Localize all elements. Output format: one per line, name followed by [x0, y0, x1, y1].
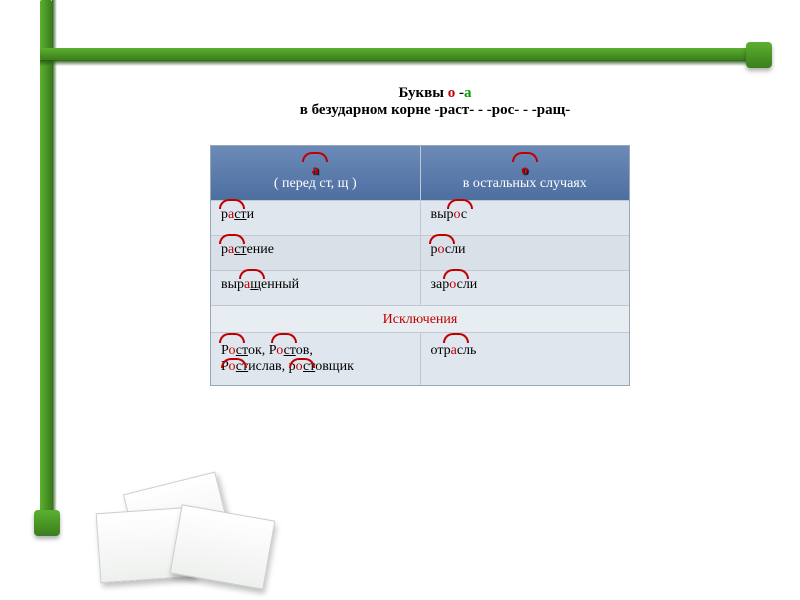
word-vowel: о	[276, 343, 283, 358]
table-header-row: а ( перед ст, щ ) о в остальных случаях	[211, 146, 629, 200]
word-part: выр	[431, 207, 454, 222]
header-right-letter: о	[521, 163, 528, 178]
word-part: с	[461, 207, 467, 222]
root-arc-icon	[302, 152, 328, 162]
word-underlined: ст	[234, 207, 246, 222]
word-part: выр	[221, 277, 244, 292]
word-part: р	[221, 207, 228, 222]
root-arc-icon	[219, 333, 245, 343]
header-left-letter-block: а	[211, 152, 420, 179]
root-arc-icon	[429, 234, 455, 244]
word-vowel: о	[449, 277, 456, 292]
word-part: ение	[247, 242, 274, 257]
root-arc-icon	[221, 358, 247, 368]
root-arc-icon	[219, 234, 245, 244]
cell-right: вырос	[421, 201, 630, 235]
page-title: Буквы о -а в безударном корне -раст- - -…	[130, 85, 740, 119]
word-part: сль	[457, 343, 477, 358]
cell-left: выращенный	[211, 271, 421, 305]
root-arc-icon	[271, 333, 297, 343]
root-arc-icon	[219, 199, 245, 209]
word-part: енный	[261, 277, 299, 292]
header-cell-left: а ( перед ст, щ )	[211, 146, 421, 200]
root-arc-icon	[512, 152, 538, 162]
frame-top	[40, 48, 760, 60]
word-part: отр	[431, 343, 451, 358]
word-vowel: о	[228, 343, 235, 358]
header-right-letter-block: о	[421, 152, 630, 179]
cell-right: росли	[421, 236, 630, 270]
header-cell-right: о в остальных случаях	[421, 146, 630, 200]
word-part: овщик	[315, 359, 354, 374]
exceptions-left: Росток, Ростов, Ростислав, ростовщик	[211, 333, 421, 385]
root-arc-icon	[443, 333, 469, 343]
word-part: ислав	[248, 359, 282, 374]
word-vowel: о	[438, 242, 445, 257]
title-line1-mid: -	[455, 85, 464, 101]
exceptions-label: Исключения	[211, 306, 629, 332]
exceptions-label-row: Исключения	[211, 305, 629, 332]
root-arc-icon	[447, 199, 473, 209]
header-left-letter: а	[312, 163, 319, 178]
word-underlined: ст	[234, 242, 246, 257]
word-part: р	[431, 242, 438, 257]
word-part: ов	[296, 343, 310, 358]
word-part: сли	[457, 277, 478, 292]
frame-bottom-cap	[34, 510, 60, 536]
table-row: расти вырос	[211, 200, 629, 235]
exceptions-right: отрасль	[421, 333, 630, 385]
frame-left	[40, 0, 52, 520]
word-part: р	[221, 242, 228, 257]
word-underlined: ст	[284, 343, 296, 358]
word-part: сли	[445, 242, 466, 257]
cell-right: заросли	[421, 271, 630, 305]
title-letter-a: а	[464, 85, 472, 101]
table-row: выращенный заросли	[211, 270, 629, 305]
word-underlined: ст	[236, 343, 248, 358]
title-line1-pre: Буквы	[399, 85, 448, 101]
table-row: растение росли	[211, 235, 629, 270]
word-part: зар	[431, 277, 450, 292]
root-arc-icon	[443, 269, 469, 279]
rule-table: а ( перед ст, щ ) о в остальных случаях …	[210, 145, 630, 386]
root-arc-icon	[239, 269, 265, 279]
word-vowel: о	[454, 207, 461, 222]
exceptions-row: Росток, Ростов, Ростислав, ростовщик отр…	[211, 332, 629, 385]
word-part: ок	[248, 343, 262, 358]
papers-decoration	[80, 470, 280, 590]
title-line2: в безударном корне -раст- - -рос- - -ращ…	[300, 102, 571, 118]
cell-left: расти	[211, 201, 421, 235]
root-arc-icon	[289, 358, 315, 368]
frame-top-shadow	[40, 60, 760, 66]
word-part: и	[247, 207, 255, 222]
frame-left-shadow	[52, 0, 57, 520]
cell-left: растение	[211, 236, 421, 270]
word-underlined: щ	[250, 277, 261, 292]
frame-right-cap	[746, 42, 772, 68]
